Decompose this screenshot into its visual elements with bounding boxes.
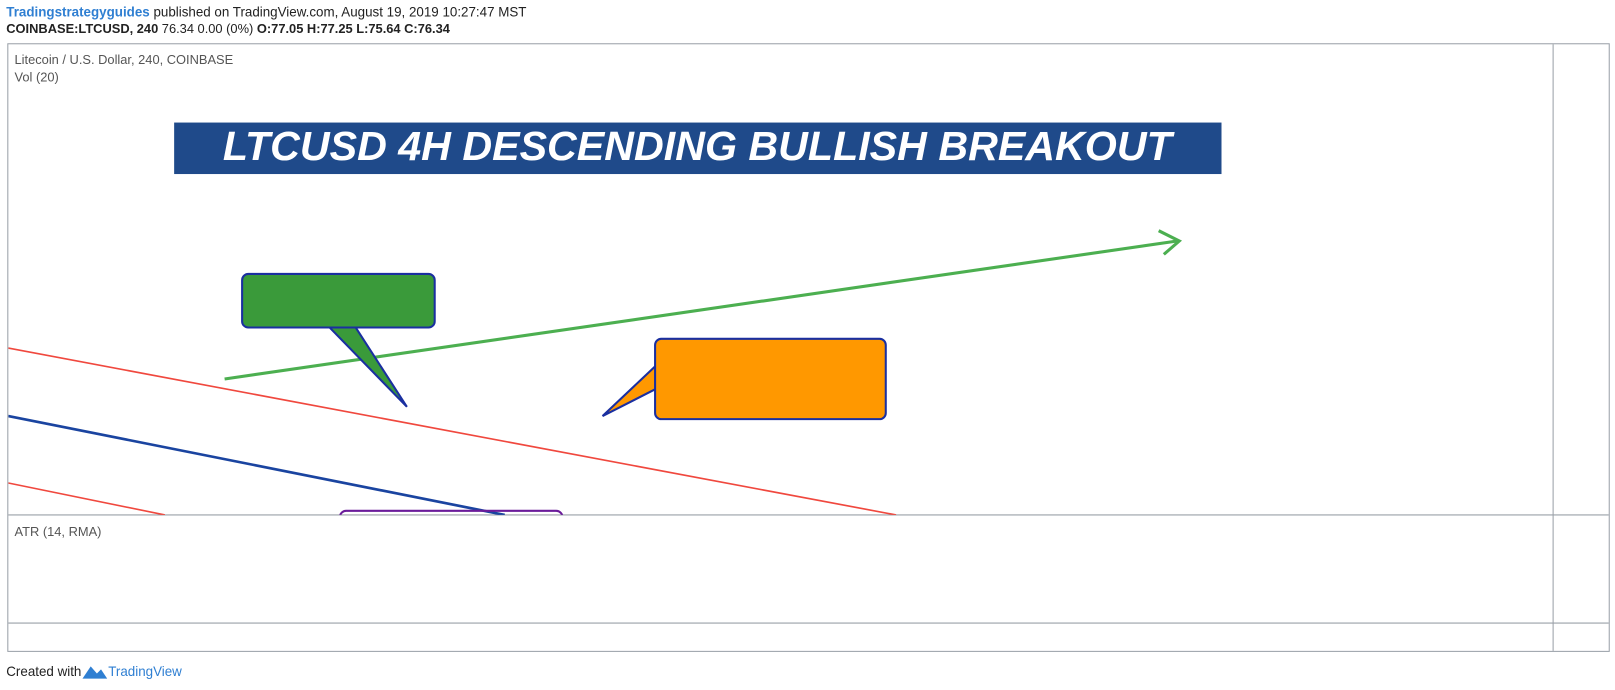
footer-brand[interactable]: TradingView — [108, 664, 182, 679]
title-banner — [174, 122, 1222, 175]
volume-label: Vol (20) — [15, 70, 59, 85]
quote: 76.34 0.00 (0%) — [162, 21, 254, 36]
series-label: Litecoin / U.S. Dollar, 240, COINBASE — [15, 52, 234, 67]
brand-logo — [82, 666, 108, 679]
callout-pointer — [325, 324, 408, 408]
symbol: COINBASE:LTCUSD, 240 — [6, 21, 158, 36]
frame — [7, 43, 1610, 652]
callout-box — [654, 337, 887, 421]
published: published on TradingView.com, August 19,… — [153, 4, 526, 19]
chart-title: LTCUSD 4H DESCENDING BULLISH BREAKOUT — [223, 123, 1176, 169]
publisher[interactable]: Tradingstrategyguides — [6, 4, 149, 19]
footer-text: Created with — [6, 664, 81, 679]
symbol-line: COINBASE:LTCUSD, 240 76.34 0.00 (0%) O:7… — [6, 21, 450, 36]
drawings — [8, 229, 1183, 515]
header-line: Tradingstrategyguides published on Tradi… — [6, 4, 526, 19]
atr-label: ATR (14, RMA) — [15, 524, 102, 539]
callout-box — [241, 272, 436, 329]
ohlc: O:77.05 H:77.25 L:75.64 C:76.34 — [257, 21, 451, 36]
callout-pointer — [601, 360, 661, 417]
